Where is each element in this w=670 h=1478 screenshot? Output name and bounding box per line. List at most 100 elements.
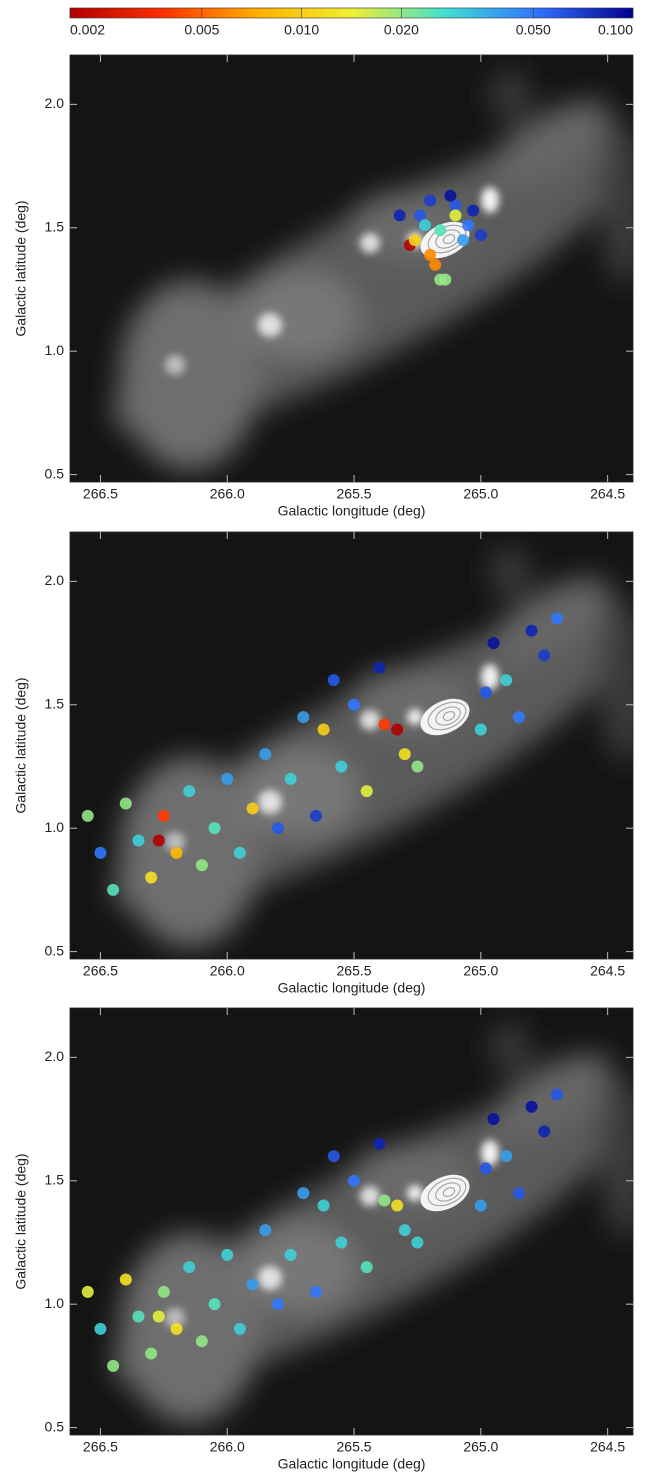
plot-frame (69, 531, 634, 960)
x-tick-label: 265.5 (337, 486, 372, 502)
data-point (462, 219, 475, 232)
data-point (94, 1322, 107, 1335)
data-point (284, 772, 297, 785)
data-point (259, 1224, 272, 1237)
data-point (152, 1310, 165, 1323)
x-tick-label: 266.5 (83, 486, 118, 502)
data-point (221, 772, 234, 785)
data-point (297, 1187, 310, 1200)
data-point (512, 711, 525, 724)
data-point (429, 258, 442, 271)
data-point (391, 723, 404, 736)
data-point (550, 612, 563, 625)
x-tick-label: 266.0 (210, 963, 245, 979)
data-point (170, 846, 183, 859)
data-point (474, 229, 487, 242)
data-point (335, 1236, 348, 1249)
y-tick-label: 0.5 (45, 1418, 65, 1434)
x-tick-label: 264.5 (590, 1439, 625, 1455)
data-point (348, 698, 361, 711)
background-image (70, 1008, 659, 1436)
data-point (512, 1187, 525, 1200)
data-point (259, 748, 272, 761)
data-point (487, 637, 500, 650)
data-point (271, 822, 284, 835)
data-point (373, 1137, 386, 1150)
background-image (70, 532, 659, 960)
x-tick-label: 265.0 (463, 963, 498, 979)
data-point (107, 1359, 120, 1372)
data-point (119, 797, 132, 810)
y-axis-label: Galactic latitude (deg) (13, 677, 29, 813)
y-tick-label: 2.0 (45, 572, 65, 588)
data-point (81, 809, 94, 822)
data-point (81, 1285, 94, 1298)
x-tick-label: 266.0 (210, 1439, 245, 1455)
data-point (378, 1194, 391, 1207)
data-point (132, 834, 145, 847)
x-axis-label: Galactic longitude (deg) (278, 503, 426, 519)
data-point (538, 1125, 551, 1138)
x-tick-label: 266.5 (83, 963, 118, 979)
x-tick-label: 265.0 (463, 486, 498, 502)
x-tick-label: 264.5 (590, 963, 625, 979)
data-point (398, 1224, 411, 1237)
data-point (474, 723, 487, 736)
data-point (474, 1199, 487, 1212)
data-point (449, 199, 462, 212)
colorbar-tick-label: 0.010 (284, 22, 319, 38)
y-tick-label: 1.0 (45, 1295, 65, 1311)
data-point (119, 1273, 132, 1286)
colorbar-tick-label: 0.020 (384, 22, 419, 38)
data-point (132, 1310, 145, 1323)
data-point (413, 209, 426, 222)
data-point (233, 846, 246, 859)
data-point (170, 1322, 183, 1335)
data-point (467, 204, 480, 217)
colorbar (69, 7, 634, 19)
data-point (94, 846, 107, 859)
data-point (479, 1162, 492, 1175)
data-point (391, 1199, 404, 1212)
plot-frame (69, 1007, 634, 1436)
data-point (157, 809, 170, 822)
data-point (195, 859, 208, 872)
data-point (317, 1199, 330, 1212)
data-point (434, 224, 447, 237)
plot-frame (69, 54, 634, 483)
data-point (398, 748, 411, 761)
data-point (378, 718, 391, 731)
data-point (309, 809, 322, 822)
data-point (550, 1088, 563, 1101)
data-point (271, 1298, 284, 1311)
data-point (444, 189, 457, 202)
y-tick-label: 1.5 (45, 695, 65, 711)
data-point (157, 1285, 170, 1298)
data-point (309, 1285, 322, 1298)
data-point (457, 234, 470, 247)
data-point (183, 785, 196, 798)
data-point (487, 1113, 500, 1126)
y-tick-label: 0.5 (45, 465, 65, 481)
data-point (411, 760, 424, 773)
x-tick-label: 265.5 (337, 963, 372, 979)
x-axis-label: Galactic longitude (deg) (278, 1456, 426, 1472)
data-point (525, 1100, 538, 1113)
data-point (107, 883, 120, 896)
data-point (221, 1248, 234, 1261)
x-tick-label: 266.5 (83, 1439, 118, 1455)
data-point (419, 219, 432, 232)
data-point (479, 686, 492, 699)
y-tick-label: 1.5 (45, 218, 65, 234)
x-axis-label: Galactic longitude (deg) (278, 980, 426, 996)
colorbar-tick-label: 0.002 (70, 22, 105, 38)
data-point (327, 1150, 340, 1163)
data-point (297, 711, 310, 724)
data-point (145, 871, 158, 884)
data-point (439, 273, 452, 286)
data-point (538, 649, 551, 662)
data-point (500, 1150, 513, 1163)
data-point (246, 1278, 259, 1291)
